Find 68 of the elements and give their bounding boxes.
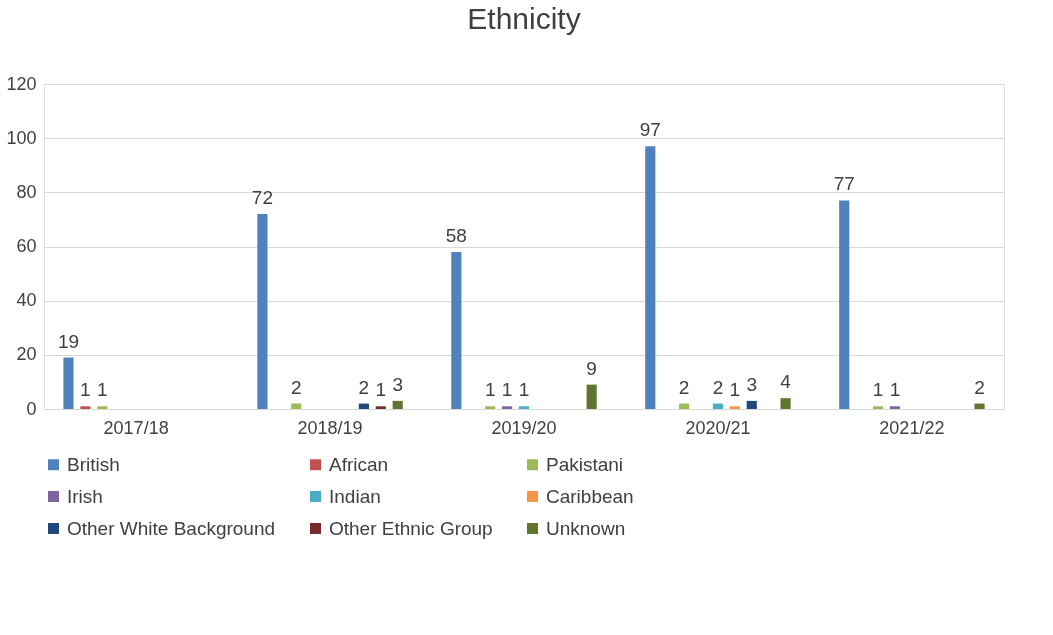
bar xyxy=(97,406,108,409)
data-label: 3 xyxy=(746,373,758,395)
legend-label: African xyxy=(329,453,389,475)
data-label: 1 xyxy=(501,379,513,401)
y-tick-label: 60 xyxy=(16,236,37,256)
legend-label: British xyxy=(67,453,120,475)
data-label: 9 xyxy=(586,357,597,379)
bar xyxy=(485,406,496,409)
x-tick-label: 2017/18 xyxy=(103,417,169,438)
legend-label: Other White Background xyxy=(67,517,276,539)
bar xyxy=(889,406,901,409)
x-tick-label: 2020/21 xyxy=(685,417,751,438)
data-label: 2 xyxy=(712,376,724,398)
bar xyxy=(451,251,462,409)
bar xyxy=(502,406,513,409)
data-label: 1 xyxy=(518,379,530,401)
bar xyxy=(872,406,884,409)
legend-label: Unknown xyxy=(546,517,626,539)
data-label: 1 xyxy=(484,379,496,401)
data-label: 97 xyxy=(639,119,661,141)
bar xyxy=(257,214,268,409)
bar xyxy=(729,406,740,409)
bar xyxy=(291,403,302,409)
data-label: 2 xyxy=(358,376,370,398)
bar xyxy=(679,403,690,409)
data-label: 2 xyxy=(290,376,302,398)
data-label: 1 xyxy=(375,379,387,401)
y-tick-label: 20 xyxy=(16,344,37,365)
bar xyxy=(746,400,757,409)
bar xyxy=(358,403,369,409)
bar xyxy=(375,406,386,409)
y-tick-label: 120 xyxy=(6,73,37,94)
legend-label: Indian xyxy=(329,485,381,507)
data-label: 3 xyxy=(392,373,403,395)
bar xyxy=(63,357,74,409)
legend-label: Other Ethnic Group xyxy=(329,517,493,539)
bar xyxy=(518,406,530,409)
data-label: 1 xyxy=(97,379,108,401)
y-tick-label: 100 xyxy=(6,127,37,148)
x-tick-label: 2021/22 xyxy=(879,417,945,438)
y-tick-label: 40 xyxy=(16,290,37,311)
data-label: 58 xyxy=(445,224,467,246)
bar xyxy=(392,400,403,409)
data-label: 2 xyxy=(678,376,690,398)
bar xyxy=(712,403,724,409)
bar xyxy=(839,200,850,409)
x-tick-label: 2019/20 xyxy=(491,417,557,438)
data-label: 2 xyxy=(974,376,985,398)
y-tick-label: 80 xyxy=(16,181,37,202)
data-label: 1 xyxy=(872,379,884,401)
bar xyxy=(586,384,597,409)
data-label: 77 xyxy=(833,173,855,195)
bar xyxy=(645,146,656,409)
data-label: 1 xyxy=(80,379,91,401)
bar xyxy=(80,406,91,409)
bar xyxy=(974,403,985,409)
legend-label: Caribbean xyxy=(546,485,634,507)
legend-label: Irish xyxy=(67,485,103,507)
data-label: 1 xyxy=(889,379,901,401)
data-label: 4 xyxy=(780,371,792,393)
chart-title: Ethnicity xyxy=(467,2,581,35)
bar xyxy=(780,398,791,409)
y-tick-label: 0 xyxy=(26,398,37,419)
x-tick-label: 2018/19 xyxy=(297,417,363,438)
data-label: 72 xyxy=(251,187,273,208)
data-label: 19 xyxy=(57,330,80,352)
legend-label: Pakistani xyxy=(546,453,624,475)
data-label: 1 xyxy=(729,379,741,401)
